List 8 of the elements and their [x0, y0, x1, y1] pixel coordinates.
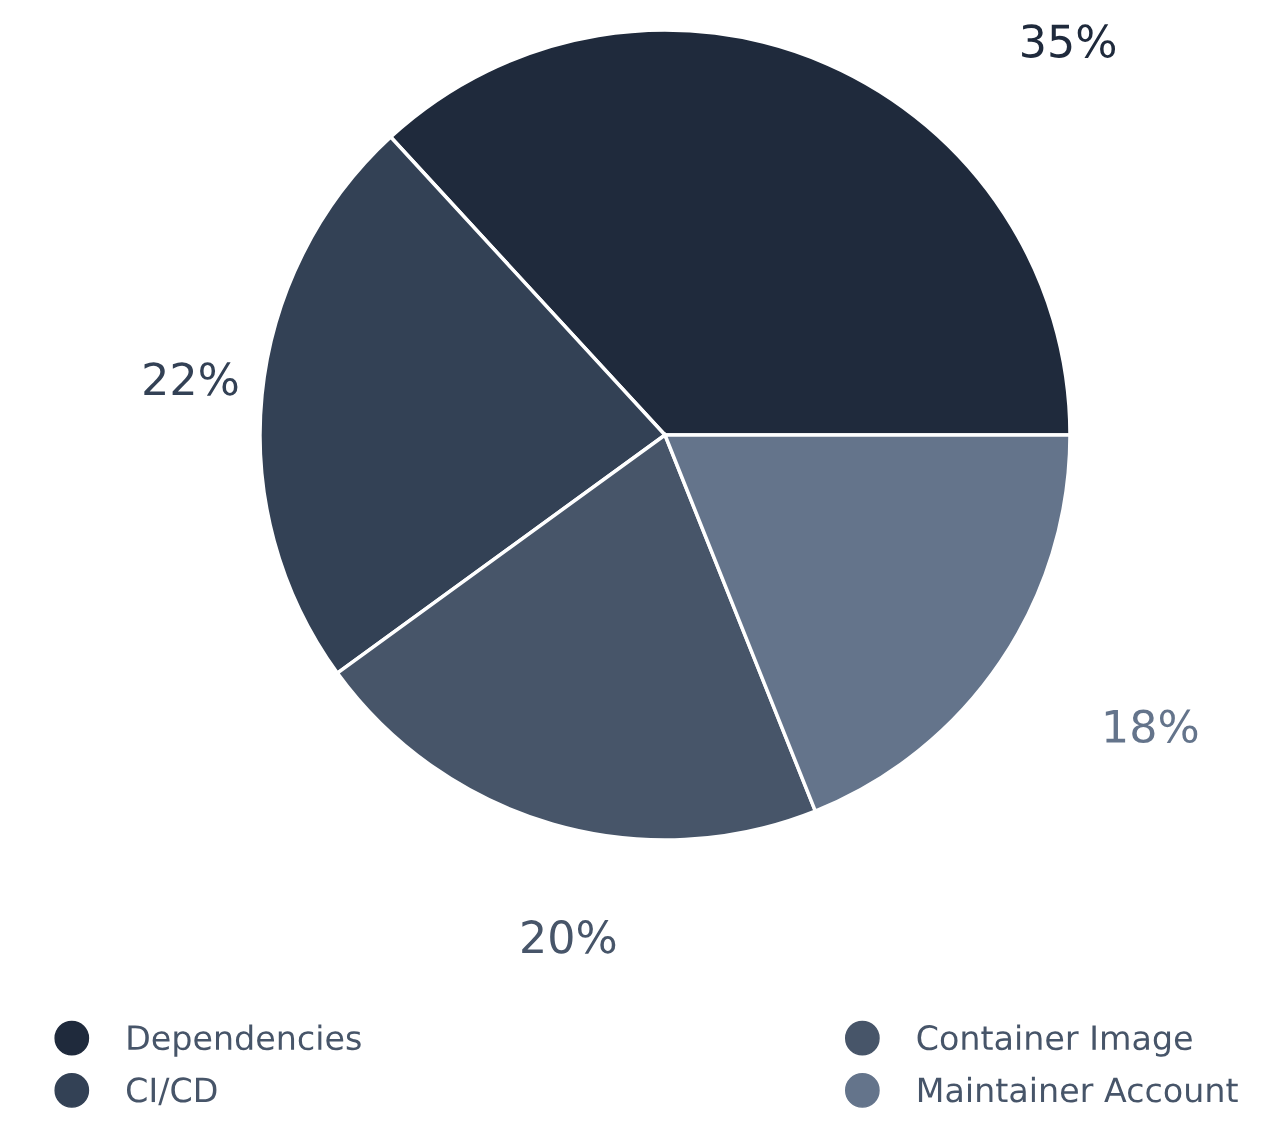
- data-label: 20%: [522, 920, 616, 954]
- legend-label: Dependencies: [128, 1024, 361, 1057]
- legend-label: CI/CD: [126, 1077, 217, 1106]
- data-label: 22%: [144, 362, 238, 396]
- data-label: 18%: [1105, 709, 1198, 744]
- legend-label: Maintainer Account: [918, 1076, 1238, 1103]
- data-label: 35%: [1022, 24, 1116, 58]
- legend-label: Container Image: [917, 1024, 1192, 1057]
